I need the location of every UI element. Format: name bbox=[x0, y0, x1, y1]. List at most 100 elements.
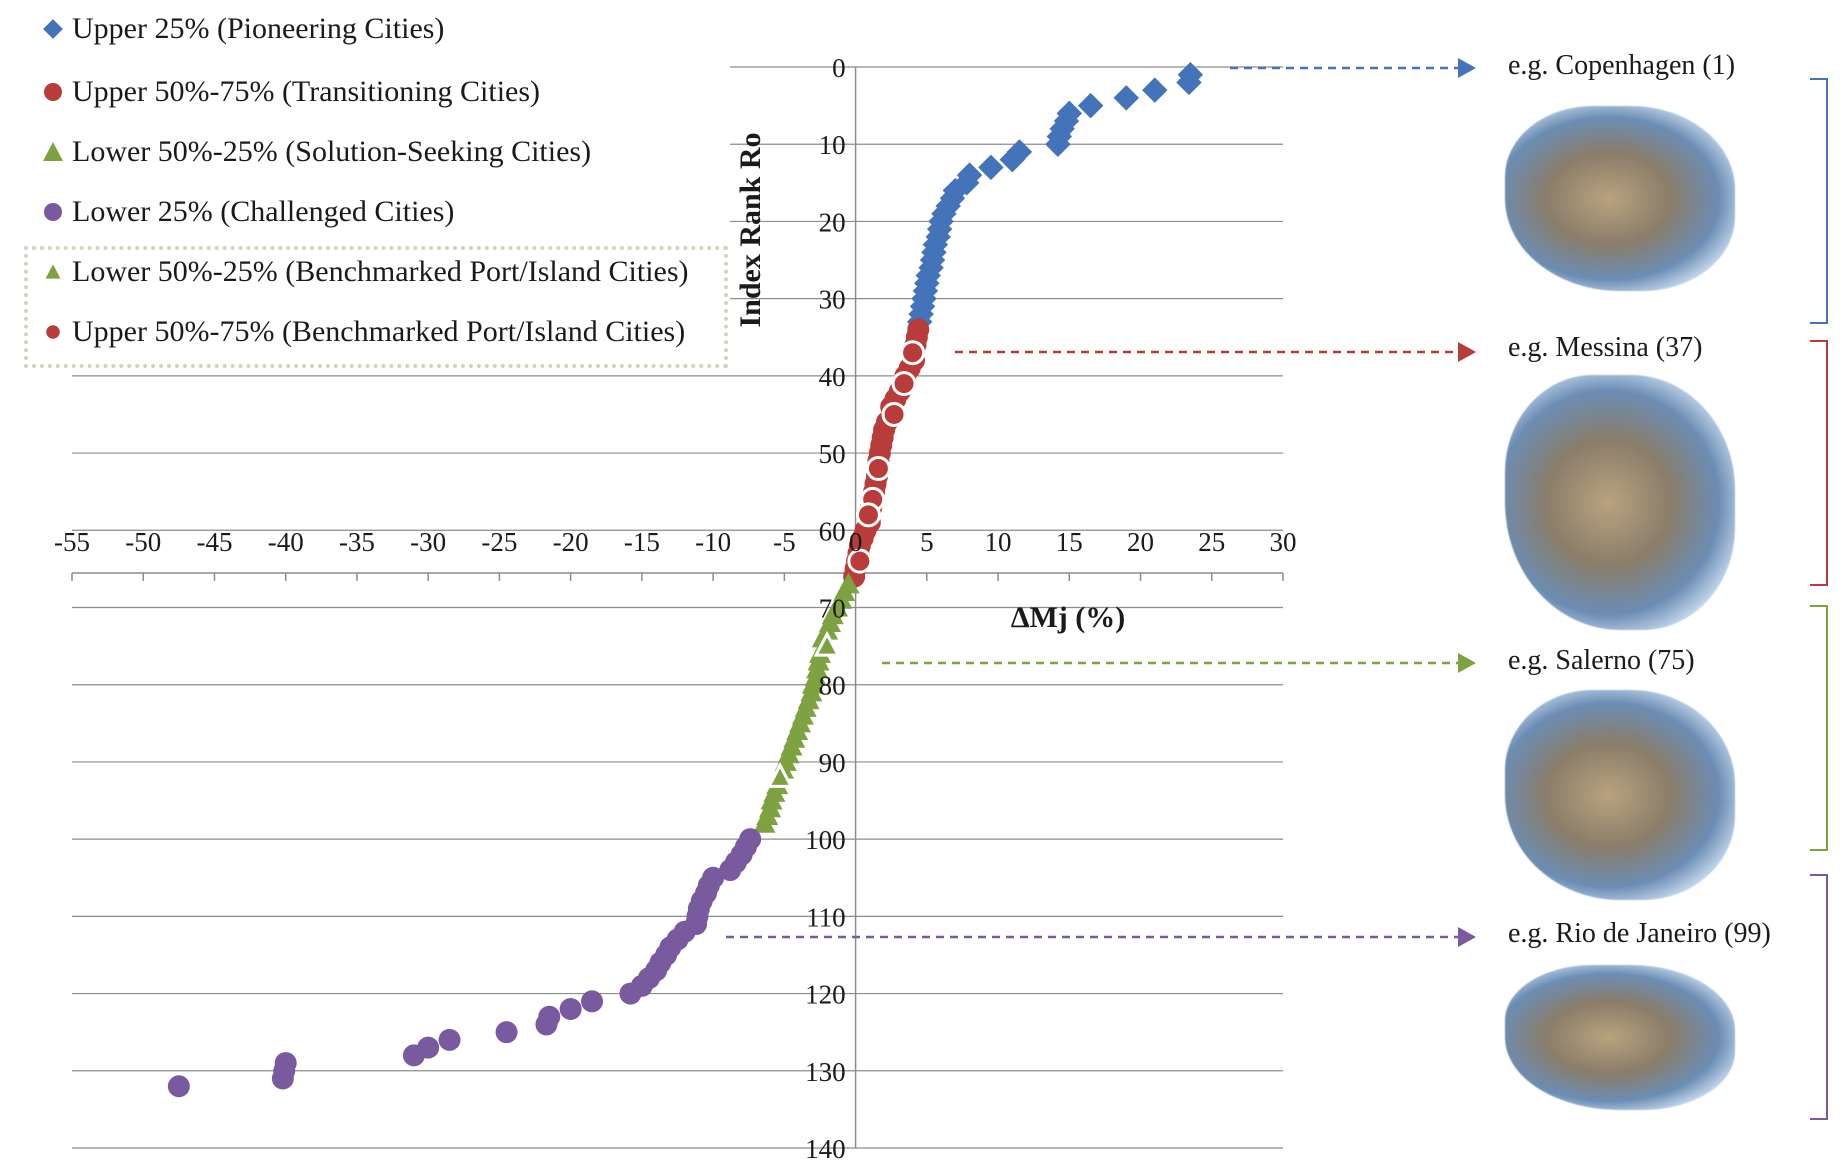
y-tick-label: 20 bbox=[819, 207, 846, 237]
diamond-marker-icon bbox=[42, 18, 64, 40]
y-tick-label: 100 bbox=[805, 825, 846, 855]
y-tick-label: 110 bbox=[806, 902, 846, 932]
salerno-photo-map bbox=[1505, 690, 1735, 900]
data-point bbox=[581, 990, 604, 1013]
circle-marker-icon bbox=[42, 321, 64, 343]
legend-item-upper5075: Upper 50%-75% (Transitioning Cities) bbox=[42, 75, 540, 109]
y-tick-label: 60 bbox=[819, 516, 846, 546]
y-tick-label: 120 bbox=[805, 980, 846, 1010]
triangle-marker-icon bbox=[42, 261, 64, 283]
example-city-label: e.g. Salerno (75) bbox=[1508, 645, 1695, 676]
group-bracket bbox=[1810, 874, 1828, 1120]
data-point bbox=[753, 811, 776, 833]
data-point bbox=[402, 1044, 425, 1067]
data-point bbox=[719, 859, 742, 882]
example-city-label: e.g. Copenhagen (1) bbox=[1508, 50, 1736, 81]
x-tick-label: -40 bbox=[268, 527, 304, 557]
data-point bbox=[167, 1075, 190, 1098]
x-tick-label: 5 bbox=[920, 527, 934, 557]
x-tick-label: -10 bbox=[695, 527, 731, 557]
x-tick-label: 30 bbox=[1270, 527, 1297, 557]
legend-label: Upper 25% (Pioneering Cities) bbox=[72, 12, 445, 45]
data-point bbox=[855, 502, 881, 528]
legend-item-bench-lower: Lower 50%-25% (Benchmarked Port/Island C… bbox=[42, 255, 689, 289]
data-point bbox=[813, 630, 841, 657]
example-city-label: e.g. Rio de Janeiro (99) bbox=[1508, 918, 1771, 949]
x-tick-label: 15 bbox=[1056, 527, 1083, 557]
y-tick-label: 40 bbox=[819, 362, 846, 392]
y-tick-label: 130 bbox=[805, 1057, 846, 1087]
example-arrows bbox=[726, 58, 1476, 947]
circle-marker-icon bbox=[42, 201, 64, 223]
legend-label: Lower 25% (Challenged Cities) bbox=[72, 195, 455, 228]
x-tick-label: -25 bbox=[481, 527, 517, 557]
legend-label: Upper 50%-75% (Transitioning Cities) bbox=[72, 75, 541, 108]
x-tick-label: -35 bbox=[339, 527, 375, 557]
y-tick-label: 90 bbox=[819, 748, 846, 778]
data-point bbox=[1142, 77, 1168, 103]
y-tick-label: 50 bbox=[819, 439, 846, 469]
data-point bbox=[766, 762, 794, 788]
data-point bbox=[495, 1021, 518, 1044]
data-point bbox=[535, 1013, 558, 1036]
data-point bbox=[900, 340, 926, 366]
x-tick-label: -45 bbox=[196, 527, 232, 557]
x-tick-label: 10 bbox=[985, 527, 1012, 557]
x-tick-label: -15 bbox=[624, 527, 660, 557]
arrow-head-icon bbox=[1458, 58, 1476, 78]
y-tick-label: 80 bbox=[819, 671, 846, 701]
data-point bbox=[1113, 85, 1140, 111]
y-tick-label: 140 bbox=[805, 1134, 846, 1160]
arrow-head-icon bbox=[1458, 653, 1476, 673]
legend-item-bench-upper: Upper 50%-75% (Benchmarked Port/Island C… bbox=[42, 315, 685, 349]
data-point bbox=[438, 1028, 461, 1051]
x-tick-label: 0 bbox=[849, 527, 863, 557]
data-point bbox=[865, 456, 891, 482]
data-point bbox=[271, 1067, 294, 1090]
circle-marker-icon bbox=[42, 81, 64, 103]
arrow-head-icon bbox=[1458, 342, 1476, 362]
x-tick-label: -5 bbox=[773, 527, 796, 557]
x-axis-title: ΔMj (%) bbox=[1011, 601, 1126, 634]
y-axis-title: Index Rank Ro bbox=[734, 132, 767, 327]
data-point bbox=[559, 998, 582, 1021]
x-tick-label: -30 bbox=[410, 527, 446, 557]
rio-photo-map bbox=[1505, 965, 1735, 1110]
benchmark-legend-box bbox=[24, 246, 728, 368]
x-tick-label: -55 bbox=[54, 527, 90, 557]
legend-label: Lower 50%-25% (Solution-Seeking Cities) bbox=[72, 135, 592, 168]
data-point bbox=[847, 548, 873, 574]
arrow-head-icon bbox=[1458, 927, 1476, 947]
copenhagen-photo-map bbox=[1505, 106, 1735, 291]
data-point bbox=[999, 146, 1026, 173]
legend-item-lower25: Lower 25% (Challenged Cities) bbox=[42, 195, 454, 229]
y-tick-label: 30 bbox=[819, 285, 846, 315]
legend-item-lower5025: Lower 50%-25% (Solution-Seeking Cities) bbox=[42, 135, 591, 169]
y-tick-label: 10 bbox=[819, 130, 846, 160]
gridlines bbox=[72, 66, 1283, 1149]
group-bracket bbox=[1810, 78, 1828, 324]
group-bracket bbox=[1810, 340, 1828, 586]
x-tick-label: -50 bbox=[125, 527, 161, 557]
x-tick-label: -20 bbox=[553, 527, 589, 557]
x-tick-label: 25 bbox=[1198, 527, 1225, 557]
legend: Upper 25% (Pioneering Cities) Upper 50%-… bbox=[0, 0, 730, 370]
triangle-marker-icon bbox=[42, 141, 64, 163]
data-point bbox=[891, 371, 917, 397]
data-point bbox=[881, 401, 907, 427]
legend-item-upper25: Upper 25% (Pioneering Cities) bbox=[42, 12, 444, 46]
legend-label: Upper 50%-75% (Benchmarked Port/Island C… bbox=[72, 315, 686, 348]
data-point bbox=[978, 154, 1004, 181]
data-point bbox=[1077, 92, 1104, 119]
axes bbox=[71, 67, 1284, 1148]
x-tick-label: 20 bbox=[1127, 527, 1154, 557]
y-tick-label: 70 bbox=[819, 594, 846, 624]
messina-photo-map bbox=[1505, 375, 1735, 630]
example-city-label: e.g. Messina (37) bbox=[1508, 332, 1703, 363]
data-point bbox=[619, 982, 642, 1005]
data-points bbox=[167, 61, 1204, 1098]
group-bracket bbox=[1810, 605, 1828, 851]
y-tick-label: 0 bbox=[832, 53, 846, 83]
